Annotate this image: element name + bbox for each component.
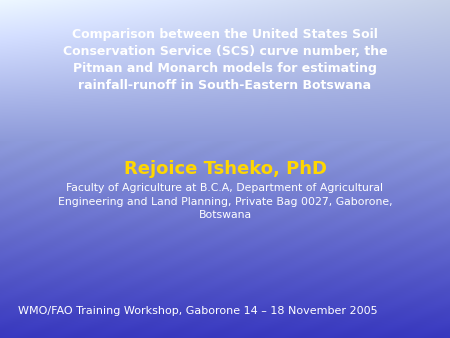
Text: Rejoice Tsheko, PhD: Rejoice Tsheko, PhD [123, 160, 327, 178]
Text: WMO/FAO Training Workshop, Gaborone 14 – 18 November 2005: WMO/FAO Training Workshop, Gaborone 14 –… [18, 306, 378, 316]
Text: Faculty of Agriculture at B.C.A, Department of Agricultural
Engineering and Land: Faculty of Agriculture at B.C.A, Departm… [58, 183, 392, 220]
Text: Comparison between the United States Soil
Conservation Service (SCS) curve numbe: Comparison between the United States Soi… [63, 28, 387, 92]
